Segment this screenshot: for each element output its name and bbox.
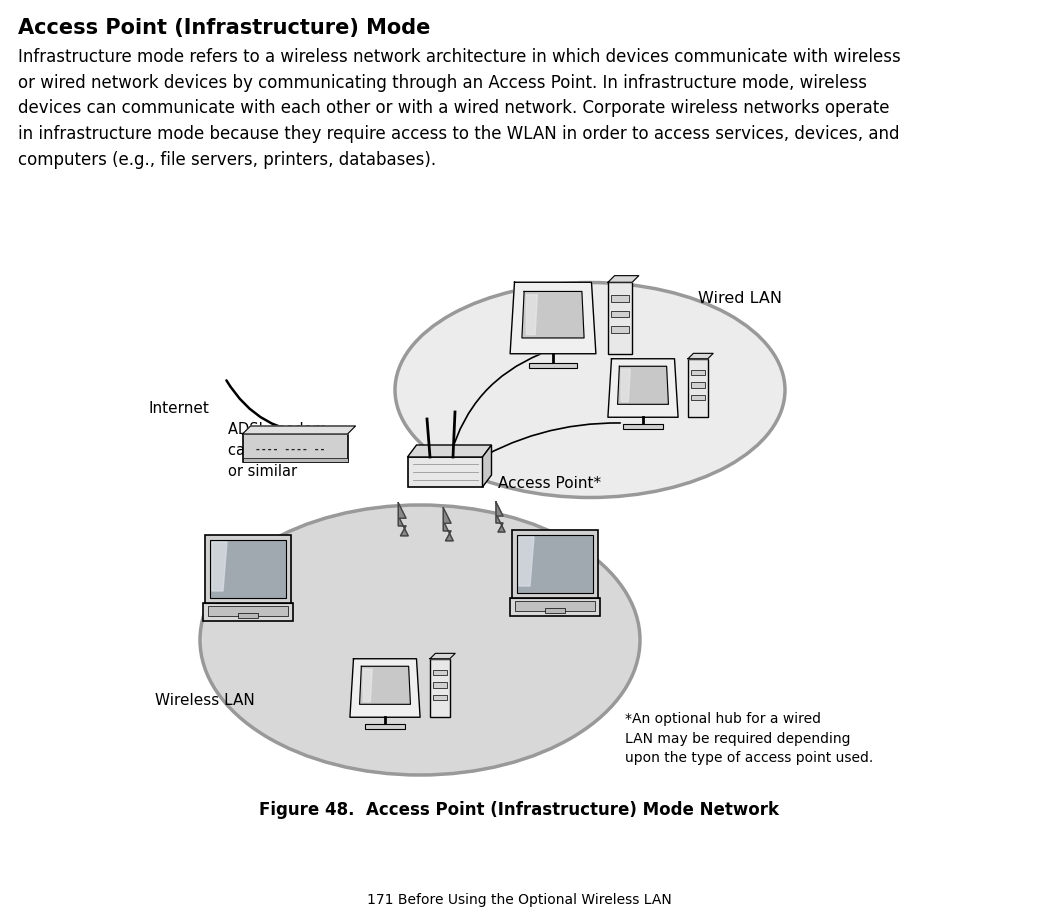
Polygon shape xyxy=(608,275,639,282)
Polygon shape xyxy=(407,445,491,457)
Text: *An optional hub for a wired
LAN may be required depending
upon the type of acce: *An optional hub for a wired LAN may be … xyxy=(625,712,873,765)
Polygon shape xyxy=(688,354,713,359)
Bar xyxy=(623,425,663,429)
Polygon shape xyxy=(398,503,408,536)
Bar xyxy=(545,608,565,613)
Ellipse shape xyxy=(395,283,785,497)
Bar xyxy=(238,613,258,618)
Bar xyxy=(611,296,629,302)
Polygon shape xyxy=(522,291,584,338)
Bar xyxy=(432,694,447,700)
Polygon shape xyxy=(430,653,455,659)
Bar xyxy=(529,363,578,368)
Text: Infrastructure mode refers to a wireless network architecture in which devices c: Infrastructure mode refers to a wireless… xyxy=(18,48,901,169)
Bar xyxy=(691,382,705,388)
Text: Internet: Internet xyxy=(148,401,209,415)
Bar xyxy=(691,395,705,400)
Bar xyxy=(608,282,632,354)
Ellipse shape xyxy=(199,505,640,775)
Bar xyxy=(510,598,600,616)
Polygon shape xyxy=(359,666,410,705)
Polygon shape xyxy=(444,507,453,541)
Text: Figure 48.  Access Point (Infrastructure) Mode Network: Figure 48. Access Point (Infrastructure)… xyxy=(259,801,779,819)
Bar xyxy=(365,725,405,729)
Bar xyxy=(203,603,293,621)
Bar xyxy=(242,434,347,462)
Polygon shape xyxy=(496,502,505,532)
Polygon shape xyxy=(617,367,668,404)
Bar xyxy=(691,369,705,375)
Bar xyxy=(432,670,447,675)
Bar xyxy=(242,458,347,462)
Bar xyxy=(210,540,286,598)
Polygon shape xyxy=(527,295,537,334)
Bar xyxy=(208,606,288,616)
Polygon shape xyxy=(364,669,372,702)
Bar xyxy=(205,535,291,603)
Text: ---- ---- --: ---- ---- -- xyxy=(255,445,325,455)
Polygon shape xyxy=(510,282,596,354)
Polygon shape xyxy=(621,369,631,402)
Text: Access Point (Infrastructure) Mode: Access Point (Infrastructure) Mode xyxy=(18,18,430,38)
Polygon shape xyxy=(482,445,491,487)
Text: ADSL modem,
cable modem,
or similar: ADSL modem, cable modem, or similar xyxy=(228,422,332,479)
Polygon shape xyxy=(520,537,534,586)
Bar xyxy=(432,682,447,688)
Polygon shape xyxy=(242,426,355,434)
Bar xyxy=(611,311,629,318)
Text: Wired LAN: Wired LAN xyxy=(698,290,782,306)
Polygon shape xyxy=(212,542,227,591)
Bar xyxy=(430,659,450,717)
Bar xyxy=(515,601,595,611)
Text: 171 Before Using the Optional Wireless LAN: 171 Before Using the Optional Wireless L… xyxy=(367,893,671,907)
Polygon shape xyxy=(350,659,420,717)
Text: Wireless LAN: Wireless LAN xyxy=(155,693,255,707)
Bar xyxy=(407,457,482,487)
Bar xyxy=(611,326,629,332)
Bar xyxy=(688,359,708,417)
Polygon shape xyxy=(608,359,678,417)
Bar xyxy=(512,530,598,598)
Bar xyxy=(517,535,593,593)
Text: Access Point*: Access Point* xyxy=(498,475,602,491)
